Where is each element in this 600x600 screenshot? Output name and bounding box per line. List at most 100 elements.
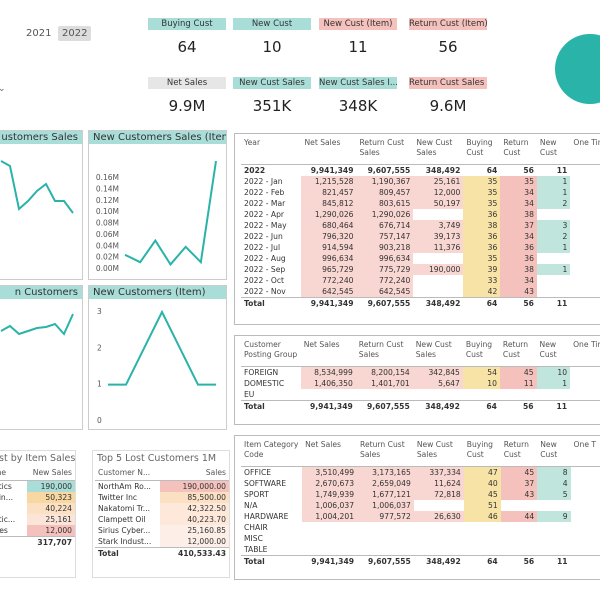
table-row: TABLE: [241, 544, 600, 556]
table-cell: 772,240: [301, 275, 357, 286]
table-cell: 9,941,349: [310, 166, 354, 175]
table-cell: 9,607,555: [367, 166, 411, 175]
table-cell: 42: [463, 286, 501, 298]
table-cell: 56: [523, 166, 534, 175]
table-cell: [570, 220, 600, 231]
y-tick-label: 0.16M: [96, 173, 119, 182]
total-row: Total 9,941,349 9,607,555 348,492 64 56 11: [241, 400, 600, 412]
table-cell: 903,218: [356, 242, 414, 253]
table-cell: [537, 275, 570, 286]
column-header: New Cust: [536, 340, 571, 367]
table-cell: N/A: [244, 501, 258, 510]
column-header: Return Cust Sales: [355, 340, 413, 367]
table-cell: 642,545: [301, 286, 357, 298]
table-cell: 39: [463, 264, 501, 275]
table-title: Top 5 Lost Customers 1M: [97, 453, 217, 464]
table-cell: 8,200,154: [355, 366, 413, 378]
table-cell: SOFTWARE: [244, 479, 287, 488]
kpi-label: New Cust: [233, 18, 311, 30]
table-cell: 3,173,165: [357, 466, 414, 478]
table-cell: 190,000: [413, 264, 464, 275]
table-cell: 8,534,999: [300, 366, 356, 378]
table-cell: 47: [463, 466, 501, 478]
column-header: Net Sales: [300, 340, 356, 367]
table-cell: [570, 297, 600, 309]
column-header: New Cust Sales: [413, 440, 464, 467]
table-cell: 26,630: [413, 511, 464, 522]
table-cell: 2022 - Feb: [244, 188, 285, 197]
table-cell: [302, 522, 357, 533]
table-cell: 2022 - Aug: [244, 254, 286, 263]
table-cell: 845,812: [301, 198, 357, 209]
y-tick-label: 2: [97, 343, 102, 352]
table-cell: 914,594: [301, 242, 357, 253]
table-cell: 2,670,673: [302, 478, 358, 489]
column-header: Return Cust Sales: [356, 138, 414, 165]
table-cell: 35: [463, 187, 501, 198]
table-cell: [302, 544, 357, 556]
column-header: Return Cust: [500, 138, 537, 165]
table-cell: Clampett Oil: [98, 515, 146, 524]
table-cell: 3,749: [413, 220, 464, 231]
table-cell: [570, 242, 600, 253]
table-cell: 39,173: [413, 231, 464, 242]
kpi-value: 10: [262, 38, 282, 56]
table-cell: Twitter Inc: [98, 493, 138, 502]
header-row: Item Category Code Net Sales Return Cust S…: [241, 440, 600, 467]
table-panel: Year Net Sales Return Cust Sales New Cust S…: [234, 133, 600, 325]
table-cell: 33: [463, 275, 501, 286]
table-cell: [537, 522, 570, 533]
table-cell: 2022 - May: [244, 221, 287, 230]
table-cell: 1,406,350: [300, 378, 356, 389]
column-header: Customer N...: [95, 466, 160, 481]
table-cell: 2: [536, 198, 571, 209]
column-header: me: [0, 466, 28, 481]
year-filter[interactable]: 2022: [58, 26, 92, 41]
table-cell: 190,000.00: [159, 480, 229, 492]
table-cell: [301, 389, 356, 401]
header-row: Customer N... Sales: [95, 466, 229, 481]
table-cell: 36: [463, 209, 501, 220]
table-cell: DOMESTIC: [244, 379, 285, 388]
table-cell: SPORT: [244, 490, 269, 499]
table-cell: 1,290,026: [301, 209, 357, 220]
table-cell: 821,457: [301, 187, 357, 198]
column-header: Buying Cust: [462, 340, 500, 367]
table-cell: 1: [536, 378, 571, 389]
column-header: One Tim: [570, 340, 600, 367]
total-row: 317,707: [0, 536, 75, 548]
table-cell: [501, 533, 538, 544]
table-cell: [413, 209, 463, 220]
table-cell: [570, 165, 600, 177]
table-cell: 85,500.00: [159, 492, 229, 503]
table-cell: 38: [463, 220, 501, 231]
table-cell: 64: [462, 400, 500, 412]
table-cell: 34: [500, 187, 537, 198]
table-cell: FOREIGN: [244, 368, 279, 377]
table-cell: 37: [500, 220, 537, 231]
table-cell: 2022 - Jul: [244, 243, 281, 252]
table-cell: [464, 533, 501, 544]
line: [124, 160, 217, 267]
year-filter[interactable]: 2021: [26, 28, 52, 39]
table-row: Sirius Cyber... 25,160.85: [95, 525, 229, 536]
table-cell: 43: [500, 489, 538, 500]
table-cell: [570, 209, 600, 220]
chart: 0 1 2 3: [97, 307, 216, 425]
table-cell: 2,659,049: [357, 478, 414, 489]
table-cell: 45: [499, 366, 537, 378]
table-cell: 342,845: [412, 366, 463, 378]
column-header: New Cust Sales: [413, 138, 464, 165]
kpi-value: 9.9M: [168, 97, 206, 115]
table-cell: 757,147: [356, 231, 414, 242]
table-cell: [413, 275, 463, 286]
table-cell: 2022 - Jun: [244, 232, 283, 241]
table-cell: 9,607,555: [357, 555, 414, 567]
table-cell: [570, 378, 600, 389]
table-cell: 1,215,528: [301, 176, 357, 187]
table-title: ust by Item Sales: [0, 453, 75, 464]
table-row: Twitter Inc 85,500.00: [95, 492, 229, 503]
y-tick-label: 0.00M: [96, 264, 119, 273]
dropdown-arrow[interactable]: ⌄: [0, 84, 6, 94]
table-cell: 1,004,201: [302, 511, 358, 522]
